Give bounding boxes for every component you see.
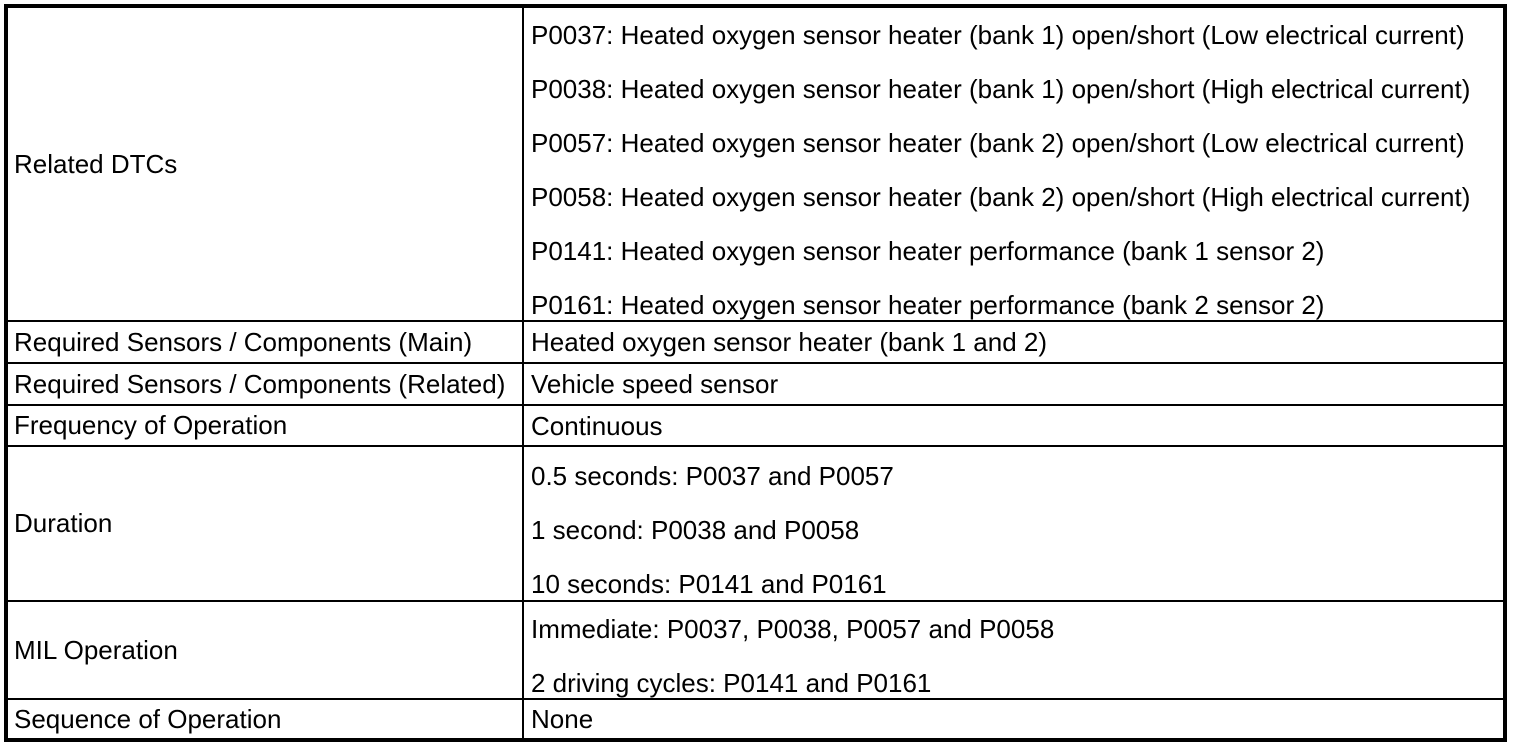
row-label-related-dtcs: Related DTCs — [5, 5, 524, 322]
table-row-required-related: Required Sensors / Components (Related) … — [5, 362, 1506, 406]
dtc-info-table: Related DTCs P0037: Heated oxygen sensor… — [4, 4, 1507, 742]
value-line: 0.5 seconds: P0037 and P0057 — [531, 460, 894, 491]
row-label-required-related: Required Sensors / Components (Related) — [5, 362, 524, 406]
dtc-line: P0038: Heated oxygen sensor heater (bank… — [531, 74, 1471, 104]
value-line: None — [531, 704, 594, 734]
row-label-frequency: Frequency of Operation — [5, 404, 524, 447]
row-value-frequency: Continuous — [522, 404, 1506, 447]
row-value-required-main: Heated oxygen sensor heater (bank 1 and … — [522, 320, 1506, 364]
row-value-related-dtcs: P0037: Heated oxygen sensor heater (bank… — [522, 5, 1506, 322]
table-row-duration: Duration 0.5 seconds: P0037 and P0057 1 … — [5, 445, 1506, 602]
value-line: Immediate: P0037, P0038, P0057 and P0058 — [531, 614, 1055, 644]
dtc-line: P0057: Heated oxygen sensor heater (bank… — [531, 128, 1465, 158]
value-line: 10 seconds: P0141 and P0161 — [531, 568, 887, 599]
value-line: 1 second: P0038 and P0058 — [531, 514, 860, 545]
value-line: Heated oxygen sensor heater (bank 1 and … — [531, 327, 1048, 357]
row-value-duration: 0.5 seconds: P0037 and P0057 1 second: P… — [522, 445, 1506, 602]
table-row-mil-operation: MIL Operation Immediate: P0037, P0038, P… — [5, 600, 1506, 700]
table-row-frequency: Frequency of Operation Continuous — [5, 404, 1506, 447]
row-value-sequence: None — [522, 698, 1506, 741]
table-row-sequence: Sequence of Operation None — [5, 698, 1506, 741]
dtc-line: P0161: Heated oxygen sensor heater perfo… — [531, 290, 1325, 320]
table-row-related-dtcs: Related DTCs P0037: Heated oxygen sensor… — [5, 5, 1506, 322]
value-line: Continuous — [531, 410, 663, 441]
row-label-duration: Duration — [5, 445, 524, 602]
row-value-mil-operation: Immediate: P0037, P0038, P0057 and P0058… — [522, 600, 1506, 700]
dtc-line: P0058: Heated oxygen sensor heater (bank… — [531, 182, 1471, 212]
row-value-required-related: Vehicle speed sensor — [522, 362, 1506, 406]
row-label-required-main: Required Sensors / Components (Main) — [5, 320, 524, 364]
dtc-line: P0037: Heated oxygen sensor heater (bank… — [531, 20, 1465, 50]
row-label-mil-operation: MIL Operation — [5, 600, 524, 700]
dtc-line: P0141: Heated oxygen sensor heater perfo… — [531, 236, 1325, 266]
value-line: 2 driving cycles: P0141 and P0161 — [531, 668, 932, 698]
value-line: Vehicle speed sensor — [531, 369, 779, 399]
table-row-required-main: Required Sensors / Components (Main) Hea… — [5, 320, 1506, 364]
row-label-sequence: Sequence of Operation — [5, 698, 524, 741]
